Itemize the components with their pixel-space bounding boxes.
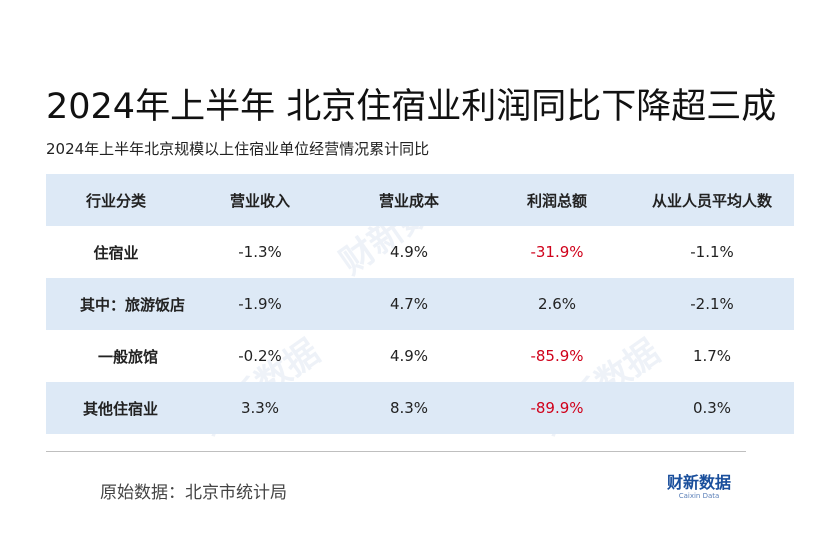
table-cell: -2.1%	[690, 295, 734, 313]
table-row: 一般旅馆 -0.2% 4.9% -85.9% 1.7%	[46, 330, 794, 382]
row-category: 住宿业	[93, 243, 139, 262]
table-header-row: 行业分类 营业收入 营业成本 利润总额 从业人员平均人数	[46, 174, 794, 226]
table-cell: 4.9%	[389, 347, 429, 365]
table-cell: -1.1%	[690, 243, 734, 261]
column-header: 营业收入	[229, 191, 290, 210]
chart-subtitle: 2024年上半年北京规模以上住宿业单位经营情况累计同比	[46, 140, 430, 158]
table-cell: 3.3%	[240, 399, 280, 417]
row-category: 其中：旅游饭店	[80, 295, 186, 314]
table-cell: 0.3%	[692, 399, 732, 417]
column-header: 营业成本	[378, 191, 439, 210]
logo-subtext: Caixin Data	[678, 492, 720, 500]
row-category: 其他住宿业	[82, 399, 158, 418]
table-cell: 8.3%	[389, 399, 429, 417]
data-source: 原始数据：北京市统计局	[100, 483, 287, 503]
column-header: 从业人员平均人数	[651, 191, 772, 210]
table-cell: -89.9%	[530, 399, 584, 417]
table-cell: 4.9%	[389, 243, 429, 261]
table-cell: 1.7%	[692, 347, 732, 365]
table-cell: -0.2%	[238, 347, 282, 365]
table-cell: 4.7%	[389, 295, 429, 313]
footer-divider	[46, 451, 746, 452]
row-category: 一般旅馆	[97, 347, 158, 366]
table-cell: -1.9%	[238, 295, 282, 313]
table-cell: -31.9%	[530, 243, 584, 261]
table-row: 住宿业 -1.3% 4.9% -31.9% -1.1%	[46, 226, 794, 278]
data-table: 行业分类 营业收入 营业成本 利润总额 从业人员平均人数 住宿业 -1.3% 4…	[46, 174, 794, 434]
table-cell: 2.6%	[537, 295, 577, 313]
caixin-logo: 财新数据 Caixin Data	[663, 474, 735, 508]
column-header: 利润总额	[526, 191, 587, 210]
chart-title: 2024年上半年 北京住宿业利润同比下降超三成	[46, 87, 777, 127]
table-cell: -1.3%	[238, 243, 282, 261]
data-table-container: 行业分类 营业收入 营业成本 利润总额 从业人员平均人数 住宿业 -1.3% 4…	[46, 174, 794, 434]
table-row: 其中：旅游饭店 -1.9% 4.7% 2.6% -2.1%	[46, 278, 794, 330]
logo-text: 财新数据	[666, 473, 731, 492]
column-header: 行业分类	[85, 191, 146, 210]
table-cell: -85.9%	[530, 347, 584, 365]
table-row: 其他住宿业 3.3% 8.3% -89.9% 0.3%	[46, 382, 794, 434]
